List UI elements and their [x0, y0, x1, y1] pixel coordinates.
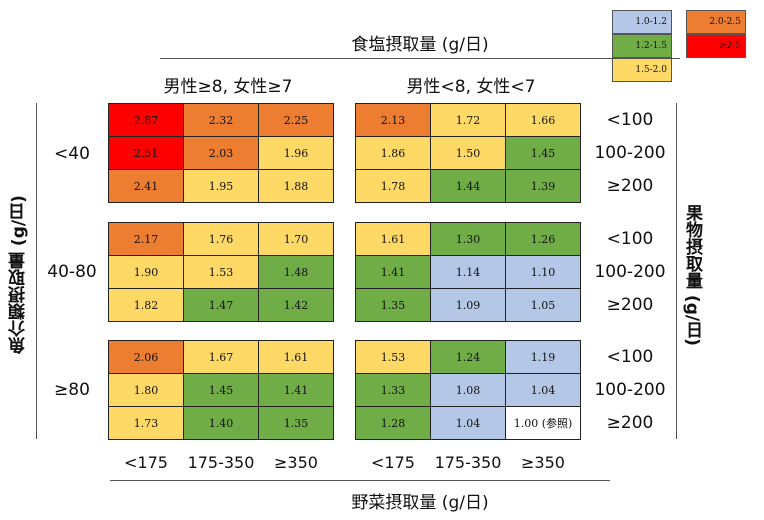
- heatmap-cell: 1.41: [355, 255, 431, 289]
- heatmap-cell: 1.96: [258, 136, 334, 170]
- heatmap-cell: 1.88: [258, 169, 334, 203]
- heatmap-cell: 1.08: [430, 373, 506, 407]
- heatmap-cell: 1.61: [355, 222, 431, 256]
- heatmap-cell: 1.40: [183, 406, 259, 440]
- heatmap-cell: 1.61: [258, 340, 334, 374]
- heatmap-cell: 1.72: [430, 103, 506, 137]
- fruit-label: ≥200: [606, 295, 654, 315]
- heatmap-cell: 1.04: [430, 406, 506, 440]
- salt-group-label-high: 男性≥8, 女性≥7: [163, 77, 293, 97]
- heatmap-cell: 1.39: [505, 169, 581, 203]
- heatmap-cell: 1.05: [505, 288, 581, 322]
- heatmap-cell: 1.28: [355, 406, 431, 440]
- heatmap-cell: 1.10: [505, 255, 581, 289]
- fish-label: <40: [54, 144, 90, 164]
- salt-axis-title: 食塩摂取量 (g/日): [351, 35, 489, 55]
- heatmap-cell: 1.70: [258, 222, 334, 256]
- heatmap-cell: 1.35: [258, 406, 334, 440]
- heatmap-cell: 1.48: [258, 255, 334, 289]
- heatmap-cell: 1.19: [505, 340, 581, 374]
- fruit-label: <100: [606, 229, 654, 249]
- fruit-label: <100: [606, 110, 654, 130]
- legend-swatch: ≥2.5: [686, 34, 746, 58]
- fruit-label: ≥200: [606, 413, 654, 433]
- veg-label: <175: [124, 453, 168, 472]
- reference-cell: 1.00 (参照): [505, 406, 581, 440]
- fish-label: 40-80: [47, 262, 97, 282]
- heatmap-cell: 2.32: [183, 103, 259, 137]
- heatmap-cell: 1.76: [183, 222, 259, 256]
- heatmap-cell: 1.45: [183, 373, 259, 407]
- veg-label: 175-350: [434, 453, 502, 472]
- heatmap-cell: 1.86: [355, 136, 431, 170]
- heatmap-cell: 1.80: [108, 373, 184, 407]
- heatmap-cell: 1.14: [430, 255, 506, 289]
- heatmap-cell: 2.51: [108, 136, 184, 170]
- veg-label: ≥350: [521, 453, 565, 472]
- fruit-label: 100-200: [594, 262, 666, 282]
- heatmap-cell: 1.78: [355, 169, 431, 203]
- fruit-label: ≥200: [606, 176, 654, 196]
- heatmap-cell: 1.53: [183, 255, 259, 289]
- heatmap-cell: 1.50: [430, 136, 506, 170]
- heatmap-cell: 1.09: [430, 288, 506, 322]
- heatmap-cell: 1.66: [505, 103, 581, 137]
- heatmap-cell: 1.67: [183, 340, 259, 374]
- right-divider: [676, 103, 677, 439]
- heatmap-cell: 2.25: [258, 103, 334, 137]
- heatmap-cell: 1.26: [505, 222, 581, 256]
- fruit-label: 100-200: [594, 380, 666, 400]
- heatmap-cell: 1.44: [430, 169, 506, 203]
- fruit-label: 100-200: [594, 143, 666, 163]
- top-divider: [160, 58, 680, 59]
- fish-label: ≥80: [54, 380, 90, 400]
- left-divider: [36, 103, 37, 439]
- heatmap-cell: 1.45: [505, 136, 581, 170]
- veg-axis-title: 野菜摂取量 (g/日): [351, 493, 489, 513]
- fruit-label: <100: [606, 347, 654, 367]
- heatmap-cell: 1.42: [258, 288, 334, 322]
- heatmap-cell: 2.17: [108, 222, 184, 256]
- heatmap-cell: 1.33: [355, 373, 431, 407]
- heatmap-cell: 1.35: [355, 288, 431, 322]
- legend-swatch: 2.0-2.5: [686, 10, 746, 34]
- legend-swatch: 1.2-1.5: [612, 34, 672, 58]
- heatmap-cell: 1.95: [183, 169, 259, 203]
- legend-swatch: 1.5-2.0: [612, 58, 672, 82]
- heatmap-cell: 1.73: [108, 406, 184, 440]
- veg-label: ≥350: [274, 453, 318, 472]
- fruit-axis-title: 果物摂取量 (g/日): [682, 204, 702, 346]
- heatmap-cell: 1.41: [258, 373, 334, 407]
- salt-group-label-low: 男性<8, 女性<7: [406, 77, 536, 97]
- heatmap-cell: 2.03: [183, 136, 259, 170]
- bottom-divider: [110, 480, 610, 481]
- heatmap-cell: 1.90: [108, 255, 184, 289]
- heatmap-cell: 1.53: [355, 340, 431, 374]
- heatmap-cell: 2.06: [108, 340, 184, 374]
- heatmap-cell: 1.24: [430, 340, 506, 374]
- veg-label: 175-350: [187, 453, 255, 472]
- heatmap-cell: 1.47: [183, 288, 259, 322]
- heatmap-cell: 1.04: [505, 373, 581, 407]
- heatmap-cell: 1.82: [108, 288, 184, 322]
- heatmap-cell: 1.30: [430, 222, 506, 256]
- veg-label: <175: [371, 453, 415, 472]
- legend-swatch: 1.0-1.2: [612, 10, 672, 34]
- color-legend: 1.0-1.2 1.2-1.5 1.5-2.0 2.0-2.5 ≥2.5: [0, 0, 764, 100]
- heatmap-cell: 2.41: [108, 169, 184, 203]
- heatmap-cell: 2.13: [355, 103, 431, 137]
- heatmap-cell: 2.87: [108, 103, 184, 137]
